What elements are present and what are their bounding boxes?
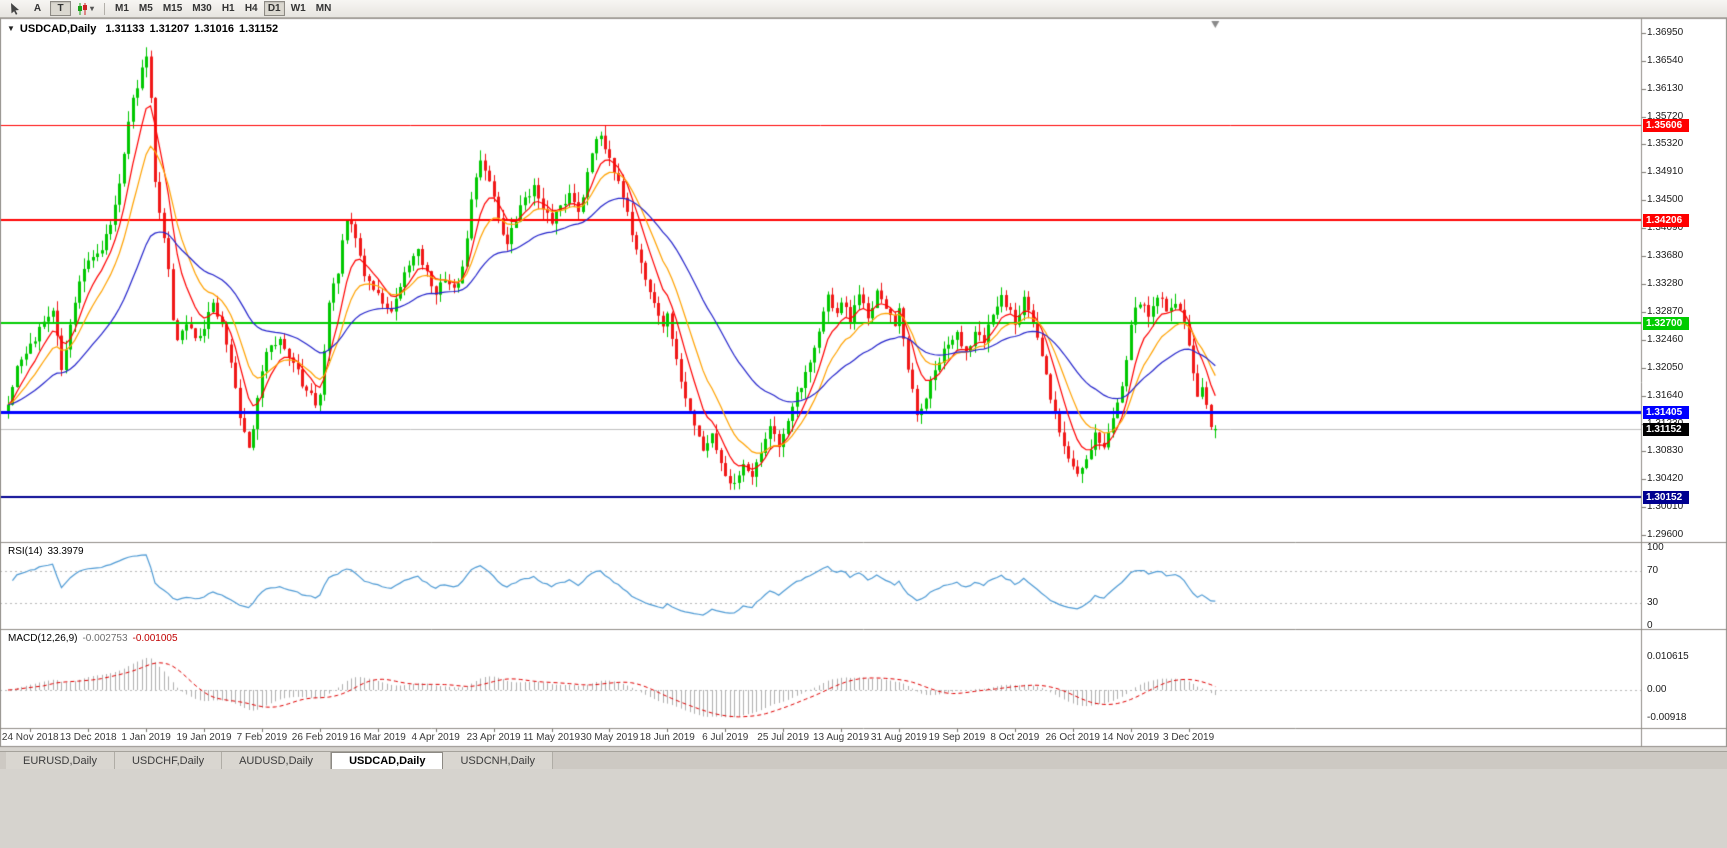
symbol-tab-usdchf[interactable]: USDCHF,Daily [114, 752, 223, 769]
chart-symbol-label: USDCAD,Daily [19, 23, 97, 35]
rsi-indicator-label: RSI(14) 33.3979 [8, 546, 84, 557]
timeframe-button-d1[interactable]: D1 [263, 1, 285, 16]
macd-name: MACD(12,26,9) [8, 633, 78, 644]
macd-main-value: -0.002753 [82, 633, 128, 644]
timeframe-button-w1[interactable]: W1 [290, 3, 306, 14]
timeframe-button-mn[interactable]: MN [315, 3, 332, 14]
dropdown-caret-icon: ▾ [90, 4, 95, 13]
timeframe-button-m15[interactable]: M15 [162, 3, 183, 14]
symbol-tab-usdcad[interactable]: USDCAD,Daily [331, 752, 444, 769]
cursor-icon [10, 2, 19, 15]
ohlc-open-value: 1.31133 [105, 23, 145, 35]
ohlc-high-value: 1.31207 [149, 23, 190, 35]
chart-type-dropdown-button[interactable]: ▾ [73, 1, 98, 16]
timeframe-group: M1 M5 M15 M30 H1 H4 D1 W1 MN [110, 1, 336, 16]
chart-tab-bar: EURUSD,Daily USDCHF,Daily AUDUSD,Daily USDC… [0, 751, 1727, 769]
top-toolbar: A T ▾ M1 M5 M15 M30 H1 H4 D1 W1 MN [0, 0, 1727, 18]
toolbar-separator [104, 2, 106, 15]
symbol-tab-usdcnh[interactable]: USDCNH,Daily [443, 752, 554, 769]
ohlc-close-value: 1.31152 [239, 23, 279, 35]
cursor-tool-button[interactable] [4, 1, 25, 16]
candlestick-chart-icon [78, 2, 87, 15]
chart-ohlc-header: ▼ USDCAD,Daily 1.31133 1.31207 1.31016 1.3115… [7, 23, 283, 35]
symbol-tab-eurusd[interactable]: EURUSD,Daily [6, 752, 115, 769]
symbol-tab-audusd[interactable]: AUDUSD,Daily [222, 752, 332, 769]
macd-signal-value: -0.001005 [132, 633, 178, 644]
timeframe-button-h4[interactable]: H4 [244, 3, 258, 14]
text-label-tool-button[interactable]: A [33, 3, 42, 14]
timeframe-button-m5[interactable]: M5 [138, 3, 153, 14]
rsi-value: 33.3979 [47, 546, 84, 557]
ohlc-low-value: 1.31016 [194, 23, 235, 35]
timeframe-button-m1[interactable]: M1 [115, 3, 129, 14]
macd-indicator-label: MACD(12,26,9) -0.002753 -0.001005 [8, 633, 178, 644]
rsi-name: RSI(14) [8, 546, 43, 557]
one-click-trading-arrow[interactable]: ▼ [7, 24, 15, 33]
timeframe-button-m30[interactable]: M30 [192, 3, 212, 14]
timeframe-button-h1[interactable]: H1 [221, 3, 235, 14]
text-tool-button[interactable]: T [50, 1, 71, 16]
